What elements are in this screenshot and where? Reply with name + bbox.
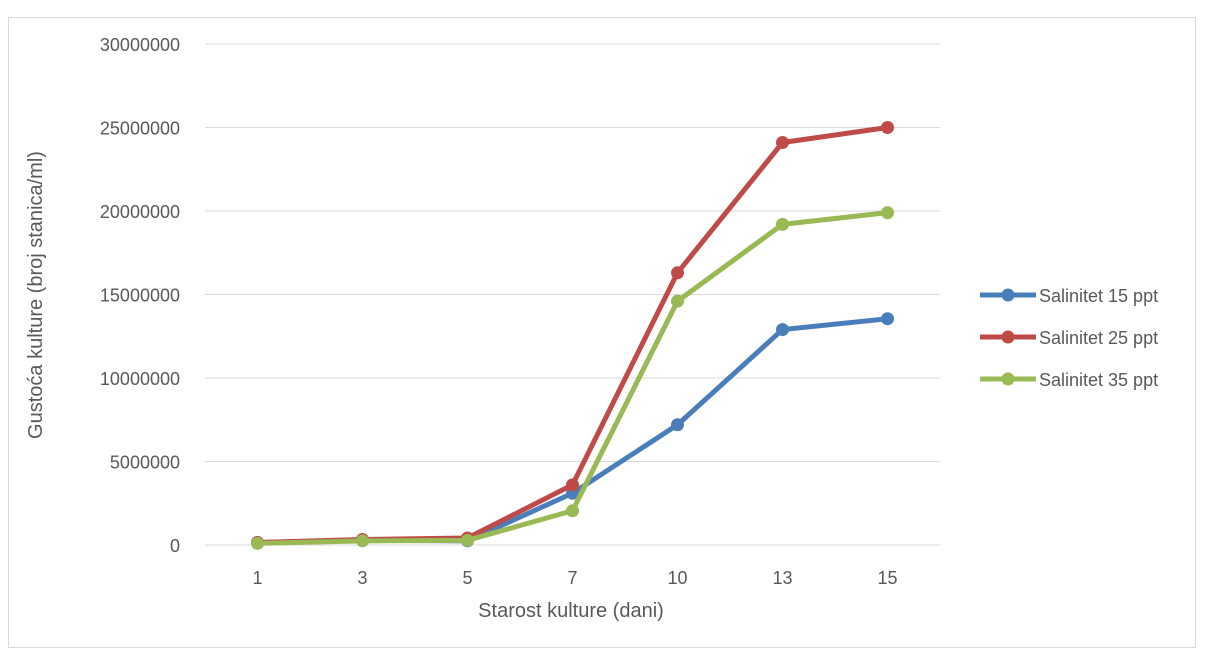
x-axis-title: Starost kulture (dani) [478,600,664,622]
y-tick-label: 10000000 [100,369,180,389]
chart-border [8,17,1196,648]
gridlines [205,43,940,546]
x-tick-label: 3 [357,568,367,588]
data-point [566,504,579,518]
legend-label: Salinitet 35 ppt [1039,370,1158,390]
x-tick-label: 5 [462,568,472,588]
legend-label: Salinitet 15 ppt [1039,286,1158,306]
data-point [671,266,684,280]
series-2 [251,121,894,549]
x-tick-label: 10 [667,568,687,588]
legend-swatch-marker [1001,330,1015,344]
data-point [251,536,264,550]
y-axis-title: Gustoća kulture (broj stanica/ml) [25,151,47,439]
series-3 [251,206,894,550]
legend-item: Salinitet 15 ppt [980,286,1158,306]
data-point [671,418,684,432]
data-point [356,534,369,548]
y-tick-label: 15000000 [100,286,180,306]
data-point [776,136,789,150]
data-point [776,217,789,231]
data-point [671,294,684,308]
legend-item: Salinitet 35 ppt [980,370,1158,390]
data-point [461,533,474,547]
x-tick-label: 1 [252,568,262,588]
data-point [776,323,789,337]
x-tick-label: 15 [877,568,897,588]
y-tick-label: 25000000 [100,119,180,139]
legend-label: Salinitet 25 ppt [1039,328,1158,348]
data-point [881,312,894,326]
y-tick-label: 30000000 [100,35,180,55]
x-tick-label: 7 [567,568,577,588]
y-tick-label: 20000000 [100,202,180,222]
legend: Salinitet 15 ppt Salinitet 25 ppt Salinite… [980,286,1158,390]
data-point [881,121,894,134]
series-lines [251,121,894,550]
data-point [566,478,579,492]
y-tick-label: 5000000 [110,453,180,473]
x-axis-ticks: 1 3 5 7 10 13 15 [252,568,897,588]
legend-swatch-marker [1001,288,1015,302]
data-point [881,206,894,220]
y-axis-ticks: 0 5000000 10000000 15000000 20000000 25000000… [100,35,180,556]
legend-swatch-marker [1001,372,1015,386]
legend-item: Salinitet 25 ppt [980,328,1158,348]
x-tick-label: 13 [772,568,792,588]
y-tick-label: 0 [170,536,180,556]
